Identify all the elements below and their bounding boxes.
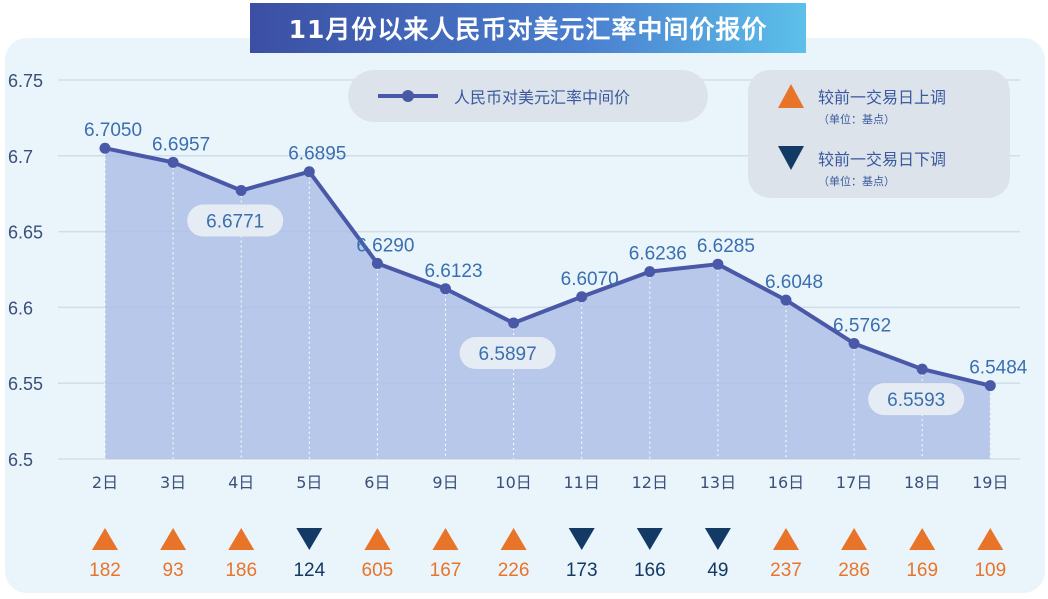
legend-up-label: 较前一交易日上调 (818, 88, 947, 107)
data-label: 6.6895 (288, 144, 346, 165)
data-point (99, 142, 111, 154)
data-point (167, 156, 179, 168)
x-tick-label: 17日 (836, 473, 872, 492)
up-triangle-icon (778, 84, 804, 108)
change-value: 226 (498, 560, 530, 581)
data-label: 6.7050 (84, 120, 142, 141)
change-value: 124 (293, 560, 325, 581)
data-label: 6.6048 (765, 272, 823, 293)
x-tick-label: 3日 (160, 473, 186, 492)
change-value: 49 (707, 560, 728, 581)
up-triangle-icon (977, 528, 1004, 550)
data-label: 6.6771 (206, 212, 264, 233)
data-label: 6.5593 (887, 390, 945, 411)
data-label: 6.6957 (152, 134, 210, 155)
data-point (712, 258, 724, 270)
x-tick-label: 11日 (564, 473, 600, 492)
data-point (303, 166, 315, 178)
change-value: 109 (974, 560, 1006, 581)
data-point (984, 380, 996, 392)
down-triangle-icon (704, 528, 731, 550)
x-tick-label: 5日 (296, 473, 322, 492)
down-triangle-icon (778, 146, 804, 170)
data-point (576, 291, 588, 303)
data-label: 6.6285 (697, 236, 755, 257)
data-point (916, 363, 928, 375)
down-triangle-icon (296, 528, 323, 550)
area-fill (105, 148, 991, 459)
change-value: 173 (566, 560, 598, 581)
change-value: 166 (634, 560, 666, 581)
change-value: 169 (906, 560, 938, 581)
x-tick-label: 10日 (495, 473, 531, 492)
data-label: 6.5484 (969, 358, 1028, 379)
up-triangle-icon (909, 528, 936, 550)
y-tick-label: 6.65 (8, 223, 43, 243)
data-label-bg (868, 383, 965, 416)
data-label: 6.6290 (356, 235, 414, 256)
x-tick-label: 4日 (228, 473, 254, 492)
y-tick-label: 6.55 (8, 374, 43, 394)
chart-title: 11月份以来人民币对美元汇率中间价报价 (250, 3, 806, 53)
y-tick-label: 6.7 (8, 147, 33, 167)
y-tick-label: 6.6 (8, 298, 33, 318)
data-label: 6.6123 (424, 261, 482, 282)
up-triangle-icon (432, 528, 459, 550)
x-tick-label: 16日 (768, 473, 804, 492)
legend-series: 人民币对美元汇率中间价 (348, 70, 708, 122)
series-line (104, 146, 991, 388)
x-tick-label: 2日 (92, 473, 118, 492)
change-value: 605 (362, 560, 394, 581)
y-tick-label: 6.75 (8, 71, 43, 91)
data-label: 6.6236 (629, 244, 687, 265)
data-point (440, 283, 451, 295)
legend-changes: 较前一交易日上调 （单位：基点） 较前一交易日下调 （单位：基点） (748, 70, 1010, 198)
data-point (508, 317, 520, 329)
up-triangle-icon (500, 528, 527, 550)
y-tick-label: 6.5 (8, 450, 33, 470)
data-label-bg (459, 337, 556, 370)
data-point (848, 337, 860, 349)
data-point (644, 266, 656, 278)
up-triangle-icon (773, 528, 799, 550)
x-tick-label: 19日 (972, 473, 1008, 492)
legend-series-label: 人民币对美元汇率中间价 (454, 88, 631, 107)
legend-unit: （单位：基点） (818, 175, 895, 188)
down-triangle-icon (636, 528, 663, 550)
change-value: 237 (770, 560, 802, 581)
data-label-bg (187, 204, 284, 237)
data-point (780, 294, 792, 306)
x-tick-label: 13日 (700, 473, 736, 492)
data-label: 6.5897 (479, 344, 537, 365)
up-triangle-icon (92, 528, 118, 550)
legend-down-label: 较前一交易日下调 (818, 150, 947, 169)
up-triangle-icon (160, 528, 187, 550)
x-tick-label: 6日 (364, 473, 390, 492)
data-point (371, 257, 383, 269)
change-value: 167 (430, 560, 462, 581)
change-value: 93 (163, 560, 184, 581)
up-triangle-icon (841, 528, 868, 550)
up-triangle-icon (364, 528, 391, 550)
data-point (235, 185, 247, 197)
data-label: 6.5762 (833, 315, 891, 336)
line-marker-icon (378, 90, 438, 102)
change-value: 182 (89, 560, 121, 581)
change-value: 286 (838, 560, 870, 581)
x-tick-label: 18日 (904, 473, 940, 492)
x-tick-label: 9日 (432, 473, 458, 492)
down-triangle-icon (568, 528, 595, 550)
up-triangle-icon (228, 528, 255, 550)
change-value: 186 (225, 560, 257, 581)
legend-unit: （单位：基点） (818, 113, 895, 126)
data-label: 6.6070 (561, 269, 619, 290)
x-tick-label: 12日 (632, 473, 668, 492)
